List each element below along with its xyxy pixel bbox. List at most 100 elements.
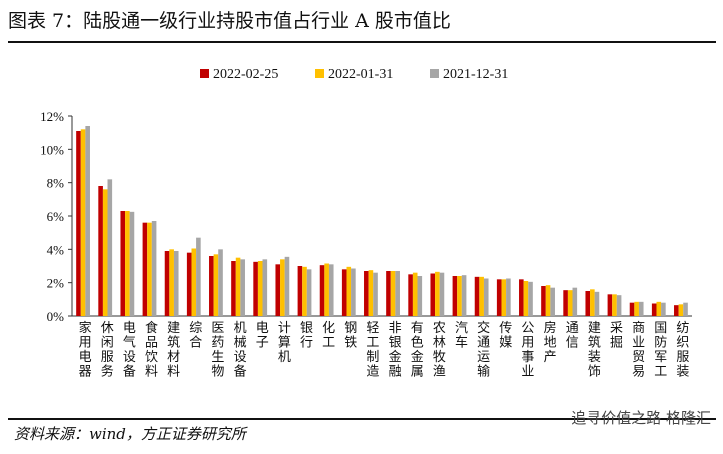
bar-2022-01-31 bbox=[678, 304, 684, 316]
bar-2022-01-31 bbox=[612, 294, 617, 316]
bar-2022-02-25 bbox=[164, 251, 170, 316]
bar-2021-12-31 bbox=[483, 278, 489, 316]
bar-2022-01-31 bbox=[634, 301, 639, 316]
legend-swatch bbox=[430, 69, 439, 78]
legend-swatch bbox=[315, 69, 324, 78]
bar-2021-12-31 bbox=[417, 276, 423, 316]
bar-2022-01-31 bbox=[368, 270, 374, 316]
x-tick-label: 国防军工 bbox=[654, 321, 667, 380]
bar-2022-02-25 bbox=[452, 276, 458, 316]
bar-2021-12-31 bbox=[439, 272, 445, 316]
bar-2021-12-31 bbox=[594, 291, 600, 316]
bar-2021-12-31 bbox=[638, 301, 644, 316]
bar-2021-12-31 bbox=[196, 237, 201, 316]
bar-2022-02-25 bbox=[430, 273, 436, 316]
bar-2022-01-31 bbox=[457, 276, 462, 316]
bar-2021-12-31 bbox=[572, 287, 578, 316]
bar-2021-12-31 bbox=[616, 295, 622, 316]
bar-2021-12-31 bbox=[373, 272, 378, 316]
bar-2021-12-31 bbox=[550, 287, 555, 316]
bar-2022-02-25 bbox=[120, 211, 126, 316]
bar-2022-02-25 bbox=[674, 305, 679, 316]
bar-2022-01-31 bbox=[567, 290, 573, 316]
y-tick-label: 6% bbox=[47, 209, 65, 224]
x-tick-label: 综合 bbox=[189, 321, 202, 351]
bar-2022-01-31 bbox=[656, 301, 662, 316]
x-tick-label: 房地产 bbox=[544, 320, 557, 365]
bar-2022-02-25 bbox=[341, 269, 347, 316]
x-tick-label: 通信 bbox=[566, 321, 579, 351]
bar-2022-02-25 bbox=[629, 302, 635, 316]
bar-2021-12-31 bbox=[173, 251, 179, 316]
title-divider bbox=[8, 41, 716, 43]
bar-2022-01-31 bbox=[523, 281, 529, 316]
bar-2021-12-31 bbox=[461, 275, 467, 316]
source-note: 资料来源：wind，方正证券研究所 bbox=[14, 425, 246, 443]
x-tick-label: 传媒 bbox=[499, 321, 512, 351]
bar-2022-02-25 bbox=[519, 279, 524, 316]
chart-title: 图表 7：陆股通一级行业持股市值占行业 A 股市值比 bbox=[8, 10, 451, 32]
bar-2022-01-31 bbox=[102, 189, 108, 316]
bar-2022-01-31 bbox=[213, 254, 219, 316]
bar-2021-12-31 bbox=[107, 179, 113, 316]
x-tick-label: 建筑装饰 bbox=[588, 321, 601, 380]
x-tick-label: 计算机 bbox=[278, 321, 291, 365]
bar-2022-02-25 bbox=[386, 271, 391, 316]
bar-2022-02-25 bbox=[98, 186, 103, 316]
y-tick-label: 4% bbox=[47, 242, 65, 257]
x-tick-label: 公用事业 bbox=[521, 321, 534, 380]
y-tick-label: 0% bbox=[47, 309, 65, 324]
x-tick-label: 汽车 bbox=[455, 321, 468, 351]
legend-label: 2022-02-25 bbox=[213, 67, 278, 82]
source-divider bbox=[8, 418, 716, 420]
legend-swatch bbox=[200, 69, 209, 78]
bar-2022-02-25 bbox=[496, 279, 502, 316]
bar-2022-02-25 bbox=[142, 222, 148, 316]
x-tick-label: 交通运输 bbox=[477, 320, 490, 380]
bar-2022-02-25 bbox=[209, 256, 214, 316]
bar-2021-12-31 bbox=[284, 256, 290, 316]
bar-2022-01-31 bbox=[501, 279, 507, 316]
bar-2022-02-25 bbox=[541, 286, 546, 316]
watermark: 追寻价值之路 格隆汇 bbox=[571, 409, 711, 427]
bar-2022-01-31 bbox=[169, 249, 174, 316]
bar-2022-01-31 bbox=[280, 259, 285, 316]
bar-2022-02-25 bbox=[563, 290, 568, 316]
x-tick-label: 纺织服装 bbox=[676, 321, 689, 380]
bar-2021-12-31 bbox=[85, 126, 90, 316]
bar-2022-02-25 bbox=[364, 271, 369, 316]
x-tick-label: 有色金属 bbox=[411, 321, 424, 380]
x-tick-label: 医药生物 bbox=[211, 321, 224, 380]
bar-2021-12-31 bbox=[306, 269, 312, 316]
bar-2022-02-25 bbox=[319, 265, 325, 316]
x-tick-labels: 家用电器休闲服务电气设备食品饮料建筑材料综合医药生物机械设备电子计算机银行化工钢… bbox=[79, 320, 690, 380]
x-tick-label: 农林牧渔 bbox=[433, 321, 446, 380]
bar-2022-01-31 bbox=[147, 222, 152, 316]
bar-2022-02-25 bbox=[231, 261, 236, 316]
x-tick-label: 非银金融 bbox=[389, 321, 402, 380]
x-tick-label: 银行 bbox=[300, 321, 313, 351]
x-tick-label: 轻工制造 bbox=[366, 321, 379, 380]
y-tick-label: 8% bbox=[47, 176, 65, 191]
bars bbox=[76, 126, 688, 316]
bar-2022-02-25 bbox=[253, 261, 258, 316]
bar-2022-01-31 bbox=[590, 289, 595, 316]
bar-2022-02-25 bbox=[186, 252, 192, 316]
x-tick-label: 钢铁 bbox=[344, 321, 357, 351]
bar-2021-12-31 bbox=[528, 281, 533, 316]
legend-label: 2021-12-31 bbox=[443, 67, 508, 82]
x-tick-label: 电子 bbox=[256, 321, 269, 351]
bar-2021-12-31 bbox=[395, 271, 400, 316]
bar-2021-12-31 bbox=[218, 249, 223, 316]
bar-2022-02-25 bbox=[275, 264, 281, 316]
x-tick-label: 化工 bbox=[322, 321, 335, 351]
bar-2022-01-31 bbox=[235, 257, 241, 316]
bar-2021-12-31 bbox=[351, 268, 356, 316]
x-tick-label: 建筑材料 bbox=[167, 321, 180, 380]
bar-2021-12-31 bbox=[661, 302, 666, 316]
bar-2021-12-31 bbox=[151, 221, 157, 316]
x-tick-label: 电气设备 bbox=[123, 321, 136, 380]
y-tick-label: 10% bbox=[40, 142, 64, 157]
bar-2022-02-25 bbox=[585, 291, 591, 316]
